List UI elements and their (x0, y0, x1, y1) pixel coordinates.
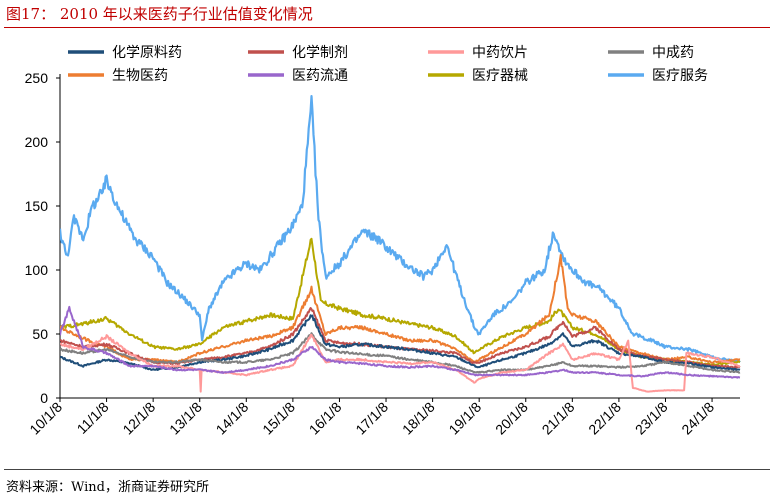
legend-label: 化学原料药 (112, 45, 182, 61)
series-line (60, 314, 741, 371)
x-tick-label: 23/1/8 (632, 399, 671, 438)
series-line (60, 332, 741, 374)
x-tick-label: 13/1/8 (166, 399, 205, 438)
x-tick-label: 12/1/8 (119, 399, 158, 438)
x-tick-label: 20/1/8 (492, 399, 531, 438)
y-tick-label: 100 (25, 262, 49, 278)
legend-label: 医疗器械 (472, 68, 528, 84)
x-tick-label: 19/1/8 (445, 399, 484, 438)
x-tick-label: 15/1/8 (259, 399, 298, 438)
x-tick-label: 21/1/8 (539, 399, 578, 438)
x-tick-label: 16/1/8 (306, 399, 345, 438)
legend-label: 生物医药 (112, 68, 168, 84)
title-divider (4, 27, 770, 28)
series-line (60, 95, 741, 363)
source-note: 资料来源：Wind，浙商证券研究所 (6, 480, 209, 495)
y-tick-label: 50 (32, 326, 48, 342)
footer-divider (4, 469, 770, 470)
series-line (60, 254, 741, 364)
y-tick-label: 250 (25, 70, 49, 86)
legend-label: 化学制剂 (292, 45, 348, 61)
legend-label: 中成药 (652, 45, 694, 61)
figure-title: 图17： 2010 年以来医药子行业估值变化情况 (6, 5, 313, 23)
series-line (60, 333, 741, 393)
series-line (60, 305, 741, 379)
y-tick-label: 0 (40, 390, 48, 406)
y-tick-label: 150 (25, 198, 49, 214)
x-tick-label: 14/1/8 (213, 399, 252, 438)
series-line (60, 237, 741, 367)
x-tick-label: 22/1/8 (585, 399, 624, 438)
legend-label: 中药饮片 (472, 45, 528, 61)
y-tick-label: 200 (25, 134, 49, 150)
legend-label: 医疗服务 (652, 68, 708, 84)
x-tick-label: 18/1/8 (399, 399, 438, 438)
legend-label: 医药流通 (292, 68, 348, 84)
x-tick-label: 11/1/8 (74, 399, 112, 437)
x-tick-label: 24/1/8 (678, 399, 717, 438)
x-tick-label: 17/1/8 (352, 399, 391, 438)
